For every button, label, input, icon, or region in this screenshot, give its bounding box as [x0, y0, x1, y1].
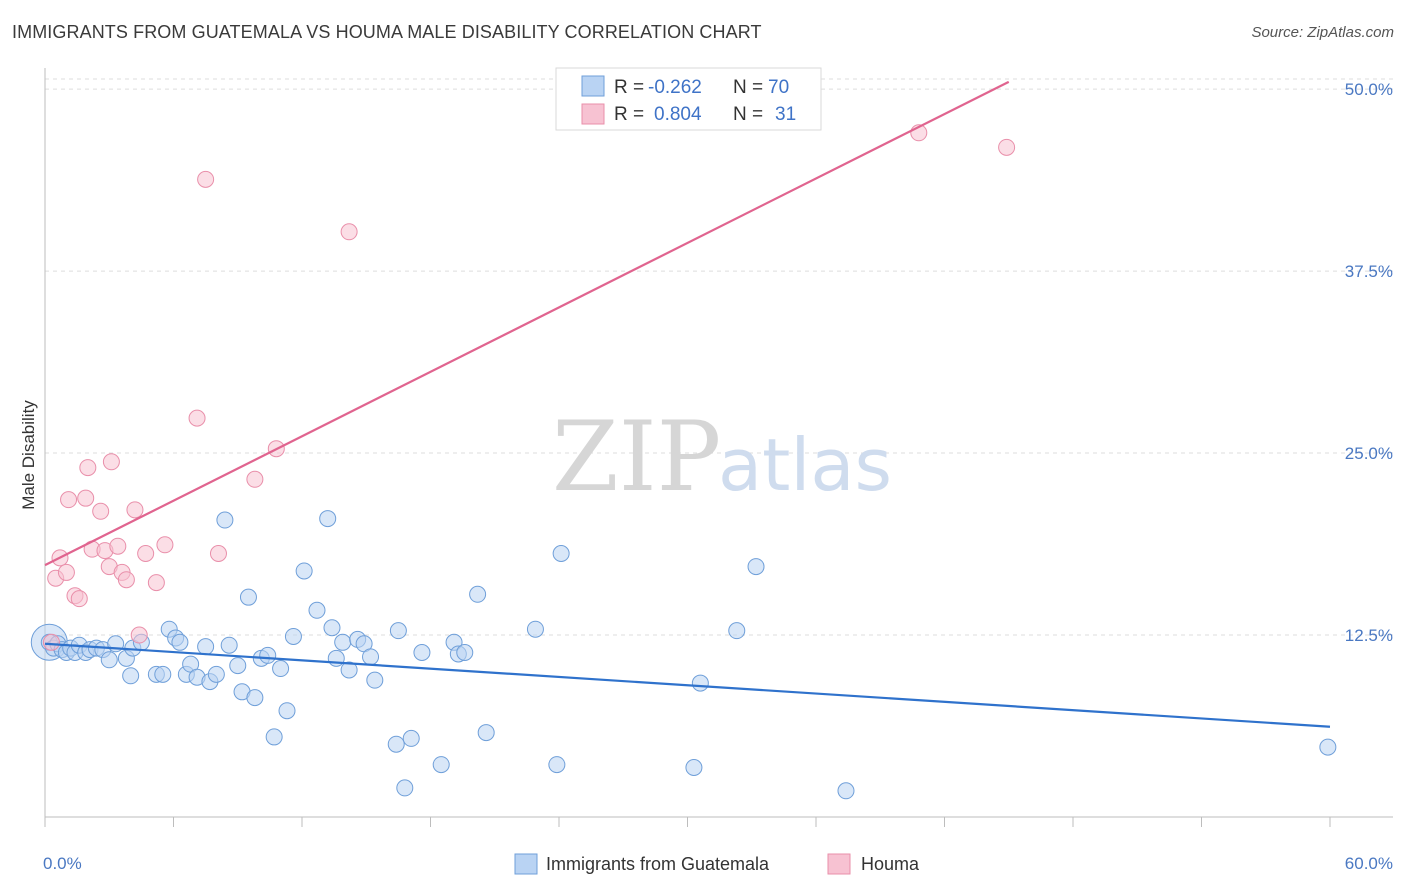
point-guatemala [246, 689, 264, 707]
point-houma [60, 491, 78, 509]
point-houma [126, 501, 144, 519]
point-guatemala [272, 660, 290, 678]
point-guatemala [197, 638, 215, 656]
point-guatemala [728, 622, 746, 640]
point-guatemala [366, 671, 384, 689]
point-guatemala [265, 728, 283, 746]
bottom-legend-swatch-pink [827, 853, 851, 875]
trend-line-guatemala [44, 642, 1331, 728]
point-guatemala [691, 674, 709, 692]
point-guatemala [747, 558, 765, 576]
legend-r-label-1: R = [614, 77, 644, 98]
point-guatemala [278, 702, 296, 720]
point-guatemala [308, 601, 326, 619]
point-guatemala [685, 759, 703, 777]
point-guatemala [216, 511, 234, 529]
bottom-legend-swatch-blue [514, 853, 538, 875]
point-guatemala [239, 588, 257, 606]
y-axis-label: Male Disability [19, 400, 38, 510]
point-houma [130, 626, 148, 644]
point-guatemala [1319, 738, 1337, 756]
x-tick-label-max: 60.0% [1345, 854, 1393, 873]
legend-n-value-1: 70 [768, 77, 789, 98]
legend-n-label-2: N = [733, 104, 763, 125]
point-guatemala [526, 620, 544, 638]
point-houma [102, 453, 120, 471]
point-guatemala [456, 643, 474, 661]
point-houma [188, 409, 206, 427]
point-guatemala [548, 756, 566, 774]
point-houma [246, 470, 264, 488]
tick-labels: 12.5% 25.0% 37.5% 50.0% 0.0% 60.0% [43, 80, 1393, 873]
point-guatemala [402, 729, 420, 747]
point-houma [77, 489, 95, 507]
y-tick-label: 37.5% [1345, 262, 1393, 281]
axes [44, 68, 1393, 827]
point-houma [137, 545, 155, 563]
point-guatemala [340, 661, 358, 679]
point-guatemala [469, 585, 487, 603]
chart-title: IMMIGRANTS FROM GUATEMALA VS HOUMA MALE … [12, 22, 762, 42]
point-houma [92, 502, 110, 520]
watermark-atlas: atlas [718, 423, 892, 507]
grid-lines [45, 78, 1393, 636]
trend-line-houma [44, 80, 1010, 567]
trend-lines [44, 80, 1331, 728]
point-guatemala [259, 646, 277, 664]
point-houma [117, 571, 135, 589]
point-guatemala [387, 735, 405, 753]
point-guatemala [552, 545, 570, 563]
point-guatemala [334, 633, 352, 651]
point-guatemala [154, 665, 172, 683]
y-tick-label: 50.0% [1345, 80, 1393, 99]
point-guatemala [837, 782, 855, 800]
point-houma [147, 574, 165, 592]
point-houma [42, 633, 60, 651]
point-guatemala [229, 657, 247, 675]
legend-box: R = -0.262 N = 70 R = 0.804 N = 31 [555, 67, 822, 131]
point-guatemala [220, 636, 238, 654]
legend-swatch-pink [581, 103, 605, 125]
point-houma [70, 590, 88, 608]
bottom-legend-label-guatemala: Immigrants from Guatemala [546, 854, 770, 874]
legend-swatch-blue [581, 75, 605, 97]
point-houma [57, 563, 75, 581]
legend-n-label-1: N = [733, 77, 763, 98]
point-guatemala [122, 667, 140, 685]
legend-r-label-2: R = [614, 104, 644, 125]
bottom-legend-label-houma: Houma [861, 854, 920, 874]
point-houma [998, 138, 1016, 156]
point-houma [197, 170, 215, 188]
bottom-legend: Immigrants from Guatemala Houma [514, 853, 920, 875]
series-houma-points [42, 124, 1016, 651]
point-guatemala [171, 633, 189, 651]
point-guatemala [207, 665, 225, 683]
point-houma [79, 459, 97, 477]
point-houma [340, 223, 358, 241]
x-tick-label-min: 0.0% [43, 854, 82, 873]
point-houma [109, 537, 127, 555]
point-guatemala [284, 627, 302, 645]
point-houma [156, 536, 174, 554]
legend-r-value-1: -0.262 [648, 77, 702, 98]
point-guatemala [389, 622, 407, 640]
point-guatemala [432, 756, 450, 774]
y-tick-label: 25.0% [1345, 444, 1393, 463]
point-guatemala [396, 779, 414, 797]
point-guatemala [413, 643, 431, 661]
point-guatemala [100, 651, 118, 669]
watermark-zip: ZIP [552, 401, 721, 513]
point-guatemala [319, 510, 337, 528]
y-tick-label: 12.5% [1345, 626, 1393, 645]
point-houma [209, 545, 227, 563]
point-guatemala [295, 562, 313, 580]
point-guatemala [477, 724, 495, 742]
point-guatemala [323, 619, 341, 637]
point-guatemala [362, 648, 380, 666]
legend-n-value-2: 31 [775, 104, 796, 125]
legend-r-value-2: 0.804 [654, 104, 702, 125]
chart-source: Source: ZipAtlas.com [1251, 24, 1394, 41]
